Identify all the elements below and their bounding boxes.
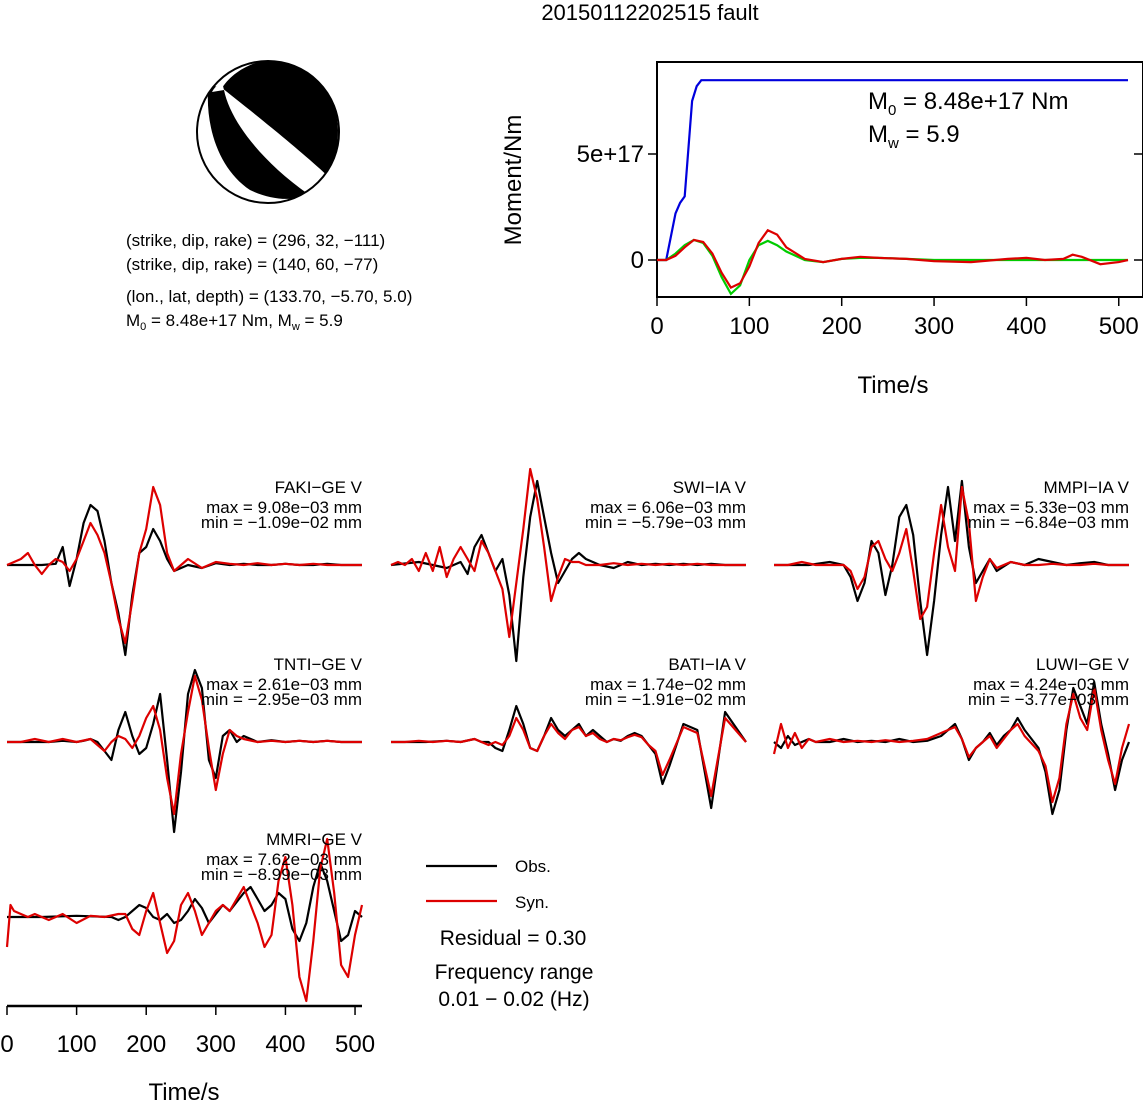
beachball-tension-sliver bbox=[212, 82, 224, 92]
synthetic-trace bbox=[5, 837, 364, 1003]
m0-value: = 8.48e+17 Nm, M bbox=[146, 311, 292, 330]
m0-symbol: M bbox=[126, 311, 140, 330]
residual-label: Residual = 0.30 bbox=[440, 927, 587, 950]
observed-trace bbox=[774, 479, 1129, 657]
legend-syn-label: Syn. bbox=[515, 893, 549, 912]
moment-x-tick-label: 200 bbox=[822, 313, 862, 340]
moment-y-axis-label: Moment/Nm bbox=[500, 115, 527, 246]
moment-chart-frame bbox=[656, 61, 1143, 298]
station-name: MMPI−IA V bbox=[1044, 478, 1130, 497]
waveform-legend: Obs. Syn. Residual = 0.30 Frequency rang… bbox=[426, 857, 593, 1011]
moment-x-tick-label: 500 bbox=[1099, 313, 1139, 340]
beachball-compression-upper bbox=[222, 61, 338, 178]
station-max: max = 9.08e−03 mm bbox=[206, 498, 362, 517]
waveform-x-tick-label: 200 bbox=[126, 1031, 166, 1058]
moment-y-tick-label: 0 bbox=[631, 247, 644, 274]
waveform-time-axis: 0 100 200 300 400 500 bbox=[0, 1004, 375, 1058]
annot-m0-symbol: M bbox=[868, 88, 888, 115]
station-max: max = 4.24e−03 mm bbox=[973, 675, 1129, 694]
moment-m0-annotation: M0 = 8.48e+17 Nm bbox=[868, 88, 1068, 119]
station-max: max = 5.33e−03 mm bbox=[973, 498, 1129, 517]
moment-y-tick-label: 5e+17 bbox=[577, 141, 644, 168]
moment-mw-annotation: Mw = 5.9 bbox=[868, 121, 960, 152]
moment-curve bbox=[657, 79, 1128, 262]
moment-x-tick-label: 0 bbox=[650, 313, 663, 340]
station-max: max = 1.74e−02 mm bbox=[590, 675, 746, 694]
moment-x-tick-label: 300 bbox=[914, 313, 954, 340]
moment-magnitude-line: M0 = 8.48e+17 Nm, Mw = 5.9 bbox=[126, 311, 343, 333]
beachball-compression-lower bbox=[207, 86, 308, 199]
nodal-plane-1: (strike, dip, rake) = (296, 32, −111) bbox=[126, 231, 385, 250]
station-min: min = −8.99e−03 mm bbox=[201, 865, 362, 884]
station-min: min = −6.84e−03 mm bbox=[968, 513, 1129, 532]
station-min: min = −5.79e−03 mm bbox=[585, 513, 746, 532]
synthetic-trace bbox=[774, 485, 1129, 621]
synthetic-trace bbox=[391, 716, 747, 798]
frequency-range-value: 0.01 − 0.02 (Hz) bbox=[438, 988, 589, 1011]
frequency-range-label: Frequency range bbox=[435, 961, 594, 984]
station-max: max = 7.62e−03 mm bbox=[206, 850, 362, 869]
synthetic-trace bbox=[6, 485, 362, 645]
mw-value: = 5.9 bbox=[300, 311, 343, 330]
annot-mw-subscript: w bbox=[887, 135, 899, 152]
m0-subscript: 0 bbox=[140, 321, 146, 333]
waveform-x-tick-label: 300 bbox=[196, 1031, 236, 1058]
station-name: SWI−IA V bbox=[673, 478, 747, 497]
station-max: max = 6.06e−03 mm bbox=[590, 498, 746, 517]
station-name: FAKI−GE V bbox=[275, 478, 363, 497]
nodal-plane-2: (strike, dip, rake) = (140, 60, −77) bbox=[126, 255, 378, 274]
station-min: min = −1.09e−02 mm bbox=[201, 513, 362, 532]
legend-obs-label: Obs. bbox=[515, 857, 551, 876]
moment-x-tick-label: 100 bbox=[729, 313, 769, 340]
station-min: min = −3.77e−03 mm bbox=[968, 690, 1129, 709]
waveform-x-tick-label: 100 bbox=[57, 1031, 97, 1058]
waveform-x-tick-label: 500 bbox=[335, 1031, 375, 1058]
synthetic-trace bbox=[7, 674, 362, 816]
waveform-x-tick-label: 400 bbox=[265, 1031, 305, 1058]
annot-mw-symbol: M bbox=[868, 121, 888, 148]
station-name: MMRI−GE V bbox=[266, 830, 363, 849]
waveform-x-tick-label: 0 bbox=[0, 1031, 13, 1058]
figure-title: 20150112202515 fault bbox=[541, 0, 758, 25]
observed-trace bbox=[391, 704, 747, 810]
station-max: max = 2.61e−03 mm bbox=[206, 675, 362, 694]
waveform-x-axis-label: Time/s bbox=[148, 1079, 219, 1103]
annot-mw-value: = 5.9 bbox=[899, 121, 960, 148]
station-name: LUWI−GE V bbox=[1036, 655, 1130, 674]
mw-subscript: w bbox=[291, 321, 300, 333]
station-min: min = −2.95e−03 mm bbox=[201, 690, 362, 709]
station-name: BATI−IA V bbox=[668, 655, 746, 674]
station-min: min = −1.91e−02 mm bbox=[585, 690, 746, 709]
station-name: TNTI−GE V bbox=[274, 655, 363, 674]
synthetic-trace bbox=[390, 467, 746, 639]
annot-m0-subscript: 0 bbox=[888, 102, 896, 119]
moment-x-tick-label: 400 bbox=[1006, 313, 1046, 340]
hypocenter-location: (lon., lat, depth) = (133.70, −5.70, 5.0… bbox=[126, 287, 412, 306]
synthetic-trace bbox=[772, 686, 1131, 804]
beachball bbox=[196, 60, 340, 204]
moment-rate-synthetic bbox=[657, 228, 1129, 290]
annot-m0-value: = 8.48e+17 Nm bbox=[896, 88, 1068, 115]
moment-rate-observed bbox=[657, 238, 1128, 296]
moment-x-axis-label: Time/s bbox=[857, 372, 928, 399]
